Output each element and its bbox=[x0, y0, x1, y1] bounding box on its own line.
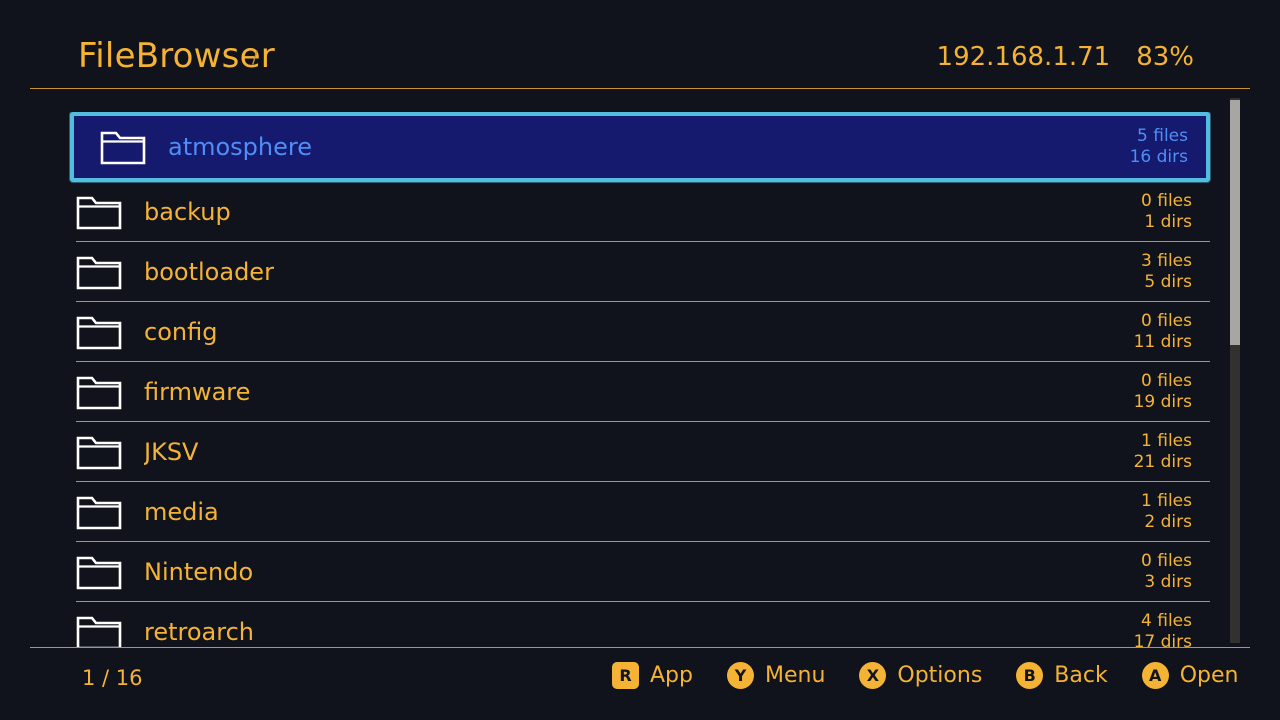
button-hint-label: Options bbox=[897, 663, 983, 688]
dir-count-label: 1 dirs bbox=[1144, 212, 1192, 232]
file-list-row-name: atmosphere bbox=[168, 133, 312, 161]
row-divider bbox=[76, 361, 1210, 362]
button-hint-label: App bbox=[650, 663, 693, 688]
file-count-label: 3 files bbox=[1141, 251, 1192, 271]
breadcrumb[interactable]: / bbox=[252, 48, 258, 68]
file-list-row[interactable]: bootloader 3 files 5 dirs bbox=[0, 242, 1280, 302]
dir-count-label: 3 dirs bbox=[1144, 572, 1192, 592]
app-title: FileBrowser bbox=[78, 36, 275, 76]
row-divider bbox=[76, 421, 1210, 422]
file-list-row-counts: 4 files 17 dirs bbox=[1134, 611, 1192, 647]
folder-icon bbox=[76, 494, 122, 530]
button-hint-label: Back bbox=[1054, 663, 1108, 688]
button-b-icon: B bbox=[1016, 662, 1044, 689]
folder-icon bbox=[76, 374, 122, 410]
footer-bar: 1 / 16 R App Y Menu X Options B Back A Open bbox=[0, 648, 1280, 720]
row-divider bbox=[76, 301, 1210, 302]
file-list-row-counts: 3 files 5 dirs bbox=[1141, 251, 1192, 293]
dir-count-label: 19 dirs bbox=[1133, 392, 1192, 412]
button-hint-back[interactable]: B Back bbox=[1016, 662, 1108, 689]
file-list-row-name: bootloader bbox=[144, 258, 274, 286]
file-list-row-counts: 0 files 3 dirs bbox=[1141, 551, 1192, 593]
row-divider bbox=[76, 541, 1210, 542]
button-hint-label: Menu bbox=[764, 663, 826, 688]
file-list-row[interactable]: JKSV 1 files 21 dirs bbox=[0, 422, 1280, 482]
folder-icon bbox=[76, 194, 122, 230]
file-list-row-name: retroarch bbox=[144, 618, 254, 646]
folder-icon bbox=[76, 314, 122, 350]
file-list-row-counts: 0 files 19 dirs bbox=[1134, 371, 1192, 413]
header-divider bbox=[30, 88, 1250, 89]
file-count-label: 0 files bbox=[1141, 191, 1192, 211]
dir-count-label: 21 dirs bbox=[1133, 452, 1192, 472]
button-y-icon: Y bbox=[726, 662, 754, 689]
dir-count-label: 2 dirs bbox=[1144, 512, 1192, 532]
file-count-label: 0 files bbox=[1141, 551, 1192, 571]
button-hint-label: Open bbox=[1179, 663, 1239, 688]
ip-address-label: 192.168.1.71 bbox=[936, 42, 1111, 72]
battery-percent-label: 83% bbox=[1136, 42, 1194, 72]
button-r-icon: R bbox=[612, 662, 639, 689]
dir-count-label: 16 dirs bbox=[1129, 147, 1188, 167]
file-count-label: 5 files bbox=[1137, 126, 1188, 146]
dir-count-label: 17 dirs bbox=[1133, 632, 1192, 647]
folder-icon bbox=[76, 434, 122, 470]
footer-divider bbox=[30, 647, 1250, 648]
file-list-row-name: firmware bbox=[144, 378, 251, 406]
header-bar: FileBrowser / 192.168.1.71 83% bbox=[0, 0, 1280, 92]
file-count-label: 4 files bbox=[1141, 611, 1192, 631]
file-list-row-counts: 1 files 21 dirs bbox=[1134, 431, 1192, 473]
button-hint-app[interactable]: R App bbox=[612, 662, 693, 689]
file-list-row[interactable]: retroarch 4 files 17 dirs bbox=[0, 602, 1280, 647]
file-count-label: 0 files bbox=[1141, 371, 1192, 391]
file-list-viewport: atmosphere 5 files 16 dirs backup 0 files 1 d… bbox=[0, 112, 1280, 647]
file-count-label: 1 files bbox=[1141, 491, 1192, 511]
file-list-row-counts: 0 files 11 dirs bbox=[1134, 311, 1192, 353]
button-hint-options[interactable]: X Options bbox=[859, 662, 982, 689]
row-divider bbox=[76, 601, 1210, 602]
file-list-row-selected[interactable]: atmosphere 5 files 16 dirs bbox=[70, 112, 1210, 182]
dir-count-label: 5 dirs bbox=[1144, 272, 1192, 292]
row-divider bbox=[76, 481, 1210, 482]
folder-icon bbox=[100, 129, 146, 165]
file-list-row-name: backup bbox=[144, 198, 231, 226]
file-list-row[interactable]: firmware 0 files 19 dirs bbox=[0, 362, 1280, 422]
file-list-row-name: config bbox=[144, 318, 218, 346]
row-divider bbox=[76, 241, 1210, 242]
file-list-row[interactable]: Nintendo 0 files 3 dirs bbox=[0, 542, 1280, 602]
file-list-row-counts: 1 files 2 dirs bbox=[1141, 491, 1192, 533]
folder-icon bbox=[76, 254, 122, 290]
dir-count-label: 11 dirs bbox=[1133, 332, 1192, 352]
folder-icon bbox=[76, 614, 122, 647]
file-list-row-name: Nintendo bbox=[144, 558, 254, 586]
file-list-row[interactable]: config 0 files 11 dirs bbox=[0, 302, 1280, 362]
scrollbar-track[interactable] bbox=[1230, 98, 1240, 643]
file-list-row-counts: 0 files 1 dirs bbox=[1141, 191, 1192, 233]
file-list: atmosphere 5 files 16 dirs backup 0 files 1 d… bbox=[0, 112, 1280, 647]
file-list-row-counts: 5 files 16 dirs bbox=[1130, 126, 1188, 168]
page-indicator: 1 / 16 bbox=[82, 666, 143, 690]
button-hint-open[interactable]: A Open bbox=[1141, 662, 1239, 689]
scrollbar-thumb[interactable] bbox=[1230, 100, 1240, 346]
button-hint-menu[interactable]: Y Menu bbox=[726, 662, 826, 689]
file-count-label: 1 files bbox=[1141, 431, 1192, 451]
folder-icon bbox=[76, 554, 122, 590]
file-list-row-name: JKSV bbox=[144, 438, 199, 466]
button-hints: R App Y Menu X Options B Back A Open bbox=[612, 662, 1238, 689]
button-a-icon: A bbox=[1141, 662, 1169, 689]
button-x-icon: X bbox=[859, 662, 887, 689]
file-list-row[interactable]: media 1 files 2 dirs bbox=[0, 482, 1280, 542]
file-count-label: 0 files bbox=[1141, 311, 1192, 331]
file-list-row[interactable]: backup 0 files 1 dirs bbox=[0, 182, 1280, 242]
header-status-group: 192.168.1.71 83% bbox=[937, 42, 1194, 72]
file-list-row-name: media bbox=[144, 498, 219, 526]
